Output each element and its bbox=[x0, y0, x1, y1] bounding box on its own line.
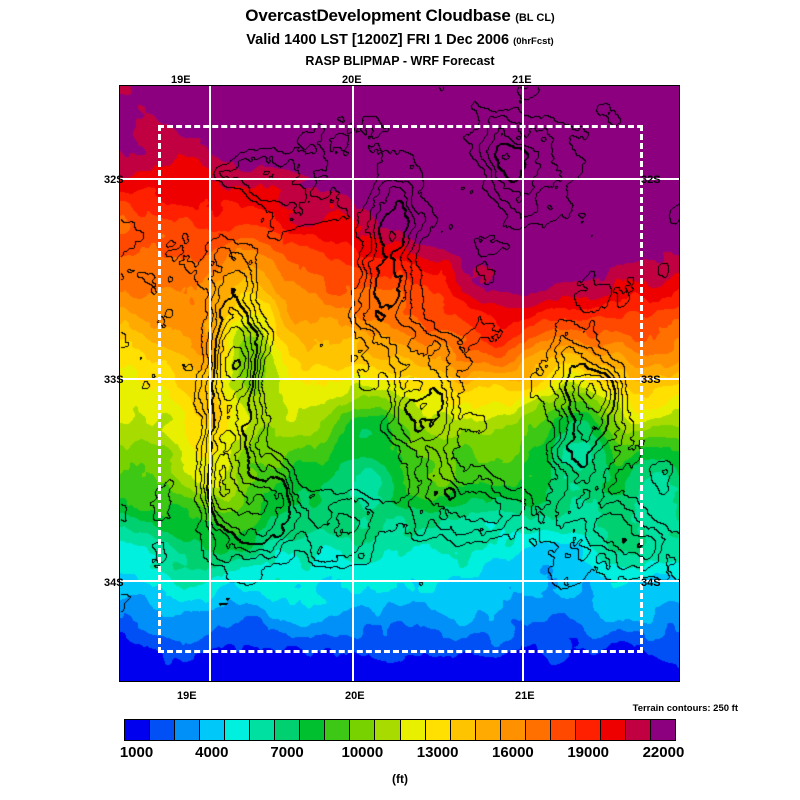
colorbar-cell-12000 bbox=[400, 720, 426, 740]
colorbar-tick-16000: 16000 bbox=[492, 744, 534, 761]
axis-label-bottom-21e: 21E bbox=[515, 690, 535, 702]
colorbar-cell-19000 bbox=[575, 720, 601, 740]
terrain-contour-note: Terrain contours: 250 ft bbox=[632, 703, 738, 714]
graticule-line-lon-21e bbox=[522, 86, 525, 681]
colorbar-cell-13000 bbox=[425, 720, 451, 740]
colorbar-tick-13000: 13000 bbox=[416, 744, 459, 761]
colorbar-tick-10000: 10000 bbox=[341, 744, 384, 761]
graticule-line-lon-20e bbox=[351, 86, 354, 681]
title-block: OvercastDevelopment Cloudbase (BL CL) Va… bbox=[0, 6, 800, 68]
page-title: OvercastDevelopment Cloudbase (BL CL) bbox=[0, 6, 800, 26]
axis-label-bottom-20e: 20E bbox=[345, 690, 365, 702]
colorbar-cell-9000 bbox=[325, 720, 351, 740]
axis-label-right-34s: 34S bbox=[641, 577, 661, 589]
colorbar-tick-19000: 19000 bbox=[567, 744, 610, 761]
forecast-subdomain-box bbox=[158, 125, 643, 653]
page-title-parameter: (BL CL) bbox=[515, 12, 555, 24]
colorbar-cell-11000 bbox=[375, 720, 401, 740]
colorbar-cell-2000 bbox=[150, 720, 176, 740]
colorbar-cell-17000 bbox=[525, 720, 551, 740]
colorbar-tick-1000: 1000 bbox=[119, 744, 154, 761]
colorbar[interactable] bbox=[124, 719, 676, 741]
page-title-text: OvercastDevelopment Cloudbase bbox=[245, 6, 511, 25]
axis-label-bottom-19e: 19E bbox=[177, 690, 197, 702]
colorbar-cell-10000 bbox=[350, 720, 376, 740]
graticule-line-lat-34s bbox=[120, 579, 679, 582]
colorbar-cell-18000 bbox=[550, 720, 576, 740]
axis-label-left-32s: 32S bbox=[104, 174, 124, 186]
colorbar-cell-6000 bbox=[250, 720, 276, 740]
graticule-line-lon-19e bbox=[209, 86, 212, 681]
colorbar-cell-7000 bbox=[275, 720, 301, 740]
colorbar-cell-16000 bbox=[500, 720, 526, 740]
colorbar-cell-20000 bbox=[600, 720, 626, 740]
colorbar-cell-4000 bbox=[200, 720, 226, 740]
colorbar-cell-21000 bbox=[625, 720, 651, 740]
forecast-map[interactable] bbox=[119, 85, 680, 682]
axis-label-top-20e: 20E bbox=[342, 74, 362, 86]
model-source-line: RASP BLIPMAP - WRF Forecast bbox=[305, 54, 495, 68]
colorbar-cell-5000 bbox=[225, 720, 251, 740]
colorbar-cell-14000 bbox=[450, 720, 476, 740]
colorbar-tick-7000: 7000 bbox=[270, 744, 304, 761]
colorbar-cell-22000 bbox=[650, 720, 676, 740]
axis-label-top-21e: 21E bbox=[512, 74, 532, 86]
axis-label-right-32s: 32S bbox=[641, 174, 661, 186]
colorbar-cell-3000 bbox=[175, 720, 201, 740]
colorbar-tick-labels: 1000 4000 7000 10000 13000 16000 19000 22000 bbox=[0, 744, 800, 766]
colorbar-tick-4000: 4000 bbox=[195, 744, 229, 761]
axis-label-left-33s: 33S bbox=[104, 374, 124, 386]
axis-label-right-33s: 33S bbox=[641, 374, 661, 386]
colorbar-cell-1000 bbox=[125, 720, 151, 740]
colorbar-tick-22000: 22000 bbox=[642, 744, 685, 761]
valid-time-text: Valid 1400 LST [1200Z] FRI 1 Dec 2006 bbox=[246, 32, 510, 48]
colorbar-unit-label: (ft) bbox=[392, 772, 408, 786]
valid-time-line: Valid 1400 LST [1200Z] FRI 1 Dec 2006 (0… bbox=[0, 32, 800, 48]
graticule-line-lat-33s bbox=[120, 377, 679, 380]
graticule-line-lat-32s bbox=[120, 178, 679, 181]
colorbar-cell-8000 bbox=[300, 720, 326, 740]
axis-label-left-34s: 34S bbox=[104, 577, 124, 589]
axis-label-top-19e: 19E bbox=[171, 74, 191, 86]
colorbar-cell-15000 bbox=[475, 720, 501, 740]
forecast-hour-text: (0hrFcst) bbox=[513, 36, 554, 47]
